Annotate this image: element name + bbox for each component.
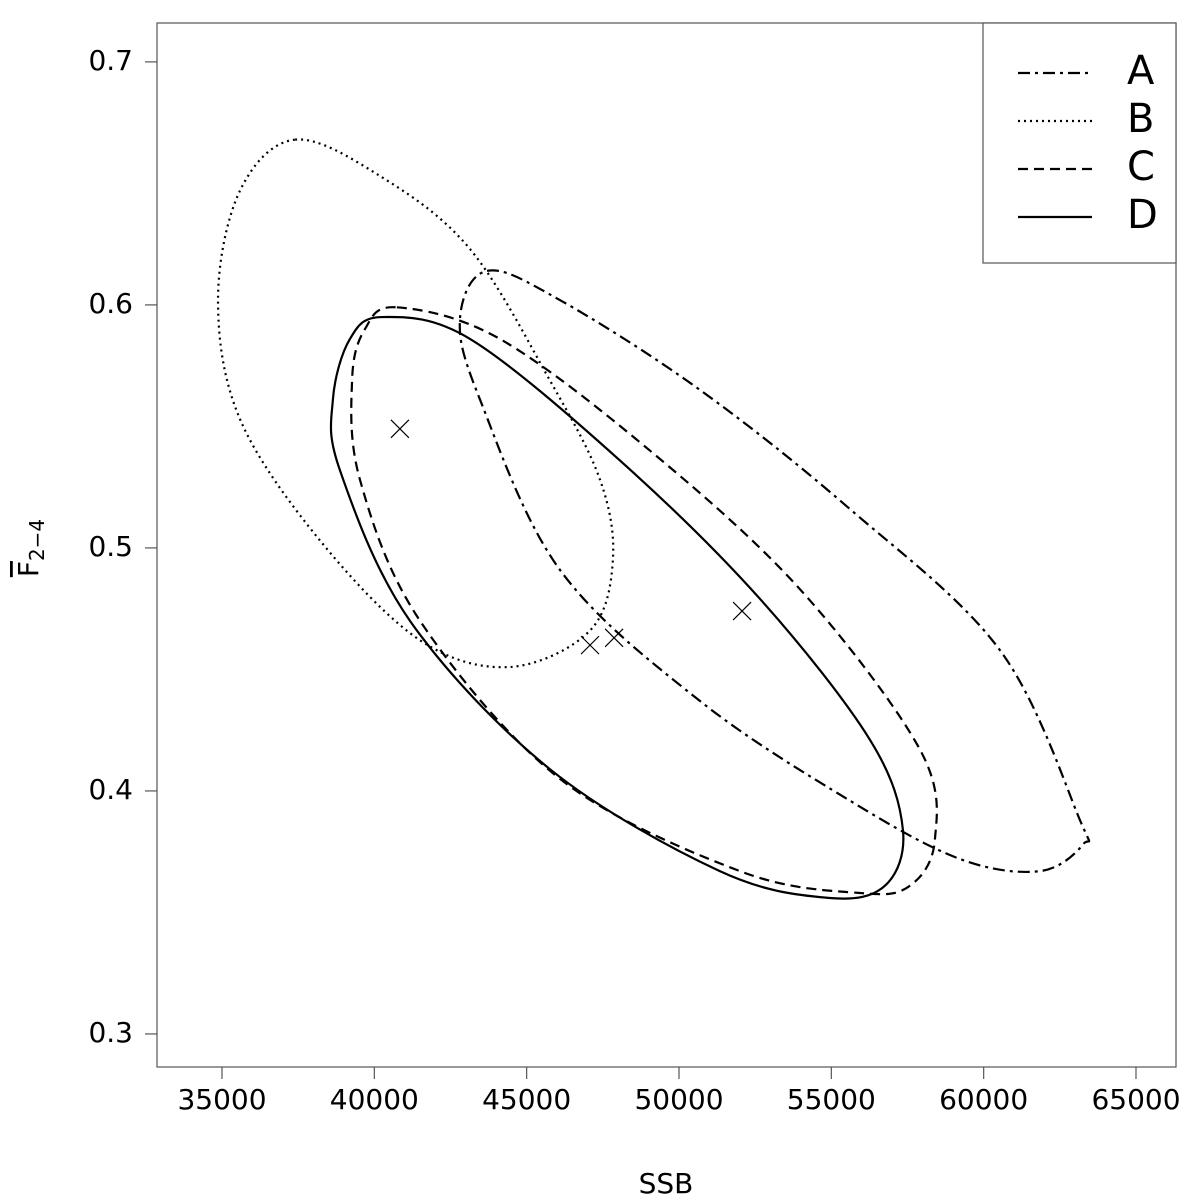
x-tick-label: 40000 bbox=[330, 1083, 419, 1116]
y-axis-label-sub: 2−4 bbox=[25, 519, 49, 561]
ellipse bbox=[458, 269, 1091, 874]
legend-box bbox=[982, 22, 1177, 264]
x-tick-label: 45000 bbox=[482, 1083, 571, 1116]
ellipse bbox=[329, 315, 905, 900]
legend-label: D bbox=[1127, 192, 1158, 238]
point-marker bbox=[390, 419, 410, 439]
y-tick-label: 0.7 bbox=[88, 44, 133, 77]
ellipse bbox=[350, 306, 938, 896]
y-axis-label: F2−4 bbox=[12, 519, 49, 577]
y-axis-label-main: F bbox=[12, 561, 45, 577]
legend-label: B bbox=[1127, 96, 1154, 142]
x-tick-label: 50000 bbox=[634, 1083, 723, 1116]
y-tick-label: 0.6 bbox=[88, 287, 133, 320]
x-tick-label: 55000 bbox=[787, 1083, 876, 1116]
legend-label: A bbox=[1127, 48, 1155, 94]
point-marker bbox=[732, 601, 752, 621]
x-tick-label: 35000 bbox=[177, 1083, 266, 1116]
y-tick-label: 0.3 bbox=[88, 1016, 133, 1049]
point-marker bbox=[580, 635, 600, 655]
x-tick-label: 65000 bbox=[1091, 1083, 1180, 1116]
plot-frame bbox=[156, 22, 1177, 1068]
x-axis-label: SSB bbox=[639, 1167, 694, 1200]
point-marker bbox=[604, 628, 624, 648]
x-tick-label: 60000 bbox=[939, 1083, 1028, 1116]
legend-label: C bbox=[1127, 144, 1155, 190]
y-tick-label: 0.5 bbox=[88, 530, 133, 563]
y-tick-label: 0.4 bbox=[88, 773, 133, 806]
